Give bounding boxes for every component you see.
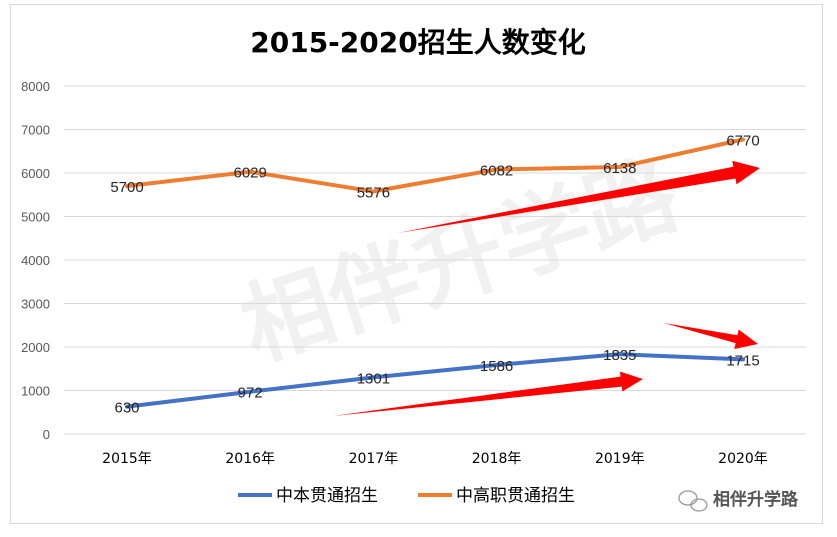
y-tick-label: 6000 <box>21 166 50 181</box>
data-label: 1586 <box>480 358 513 375</box>
data-label: 6770 <box>726 133 759 150</box>
data-label: 6029 <box>234 165 267 182</box>
y-tick-label: 8000 <box>21 79 50 94</box>
series-line-1 <box>125 137 745 194</box>
data-label: 630 <box>114 400 139 417</box>
data-label: 972 <box>238 385 263 402</box>
y-tick-label: 0 <box>43 427 50 442</box>
y-tick-label: 3000 <box>21 297 50 312</box>
x-tick-label: 2018年 <box>472 451 522 467</box>
chart-frame <box>10 4 823 524</box>
brand-name: 相伴升学路 <box>713 489 799 510</box>
x-tick-label: 2017年 <box>349 451 399 467</box>
legend-label: 中高职贯通招生 <box>456 486 575 506</box>
chart-title: 2015-2020招生人数变化 <box>250 26 585 59</box>
trend-arrow <box>664 323 758 349</box>
brand: 相伴升学路 <box>678 489 799 512</box>
y-tick-label: 4000 <box>21 253 50 268</box>
data-label: 5576 <box>357 184 390 201</box>
wechat-icon <box>678 490 708 512</box>
x-tick-label: 2016年 <box>225 451 275 467</box>
y-tick-label: 7000 <box>21 123 50 138</box>
x-tick-label: 2019年 <box>595 451 645 467</box>
series-line-0 <box>125 352 745 409</box>
y-tick-label: 2000 <box>21 340 50 355</box>
data-label: 6082 <box>480 162 513 179</box>
x-tick-label: 2020年 <box>718 451 768 467</box>
data-label: 1835 <box>603 347 636 364</box>
data-label: 1715 <box>726 352 759 369</box>
data-label: 6138 <box>603 160 636 177</box>
y-tick-label: 5000 <box>21 210 50 225</box>
x-tick-label: 2015年 <box>102 451 152 467</box>
legend-label: 中本贯通招生 <box>276 486 378 506</box>
y-tick-label: 1000 <box>21 384 50 399</box>
data-label: 1301 <box>357 370 390 387</box>
data-label: 5700 <box>110 179 143 196</box>
